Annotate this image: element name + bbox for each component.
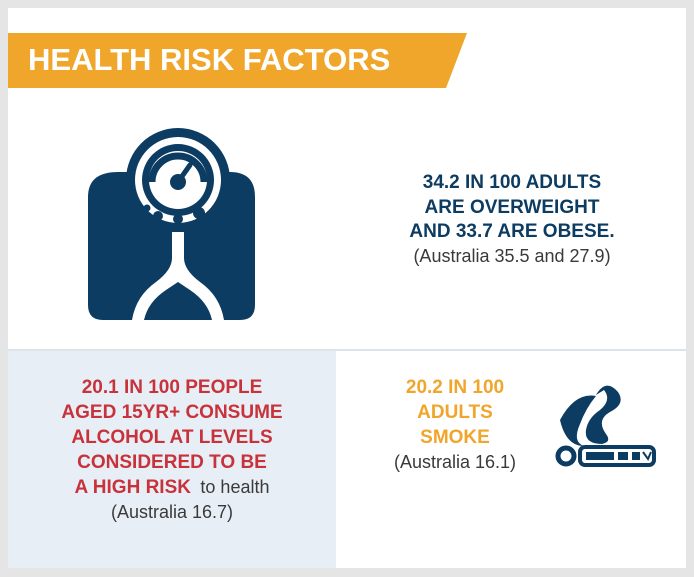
highlight-line: CONSIDERED TO BE [77, 452, 267, 473]
note: (Australia 16.7) [111, 502, 233, 522]
highlight-line: AND 33.7 ARE OBESE. [409, 221, 614, 242]
highlight-line: SMOKE [420, 427, 490, 448]
highlight-line: ARE OVERWEIGHT [425, 197, 600, 218]
highlight-line: ADULTS [417, 402, 493, 423]
note: (Australia 35.5 and 27.9) [413, 246, 610, 266]
scale-icon [88, 128, 255, 320]
highlight-line: ALCOHOL AT LEVELS [71, 427, 272, 448]
note: (Australia 16.1) [394, 452, 516, 472]
highlight-tail: to health [200, 477, 269, 497]
highlight-line: 34.2 IN 100 ADULTS [423, 172, 601, 193]
cigarette-icon [555, 385, 656, 467]
title-banner [8, 33, 467, 88]
highlight-line: AGED 15YR+ CONSUME [61, 402, 282, 423]
highlight-part: A HIGH RISK [75, 477, 192, 498]
title: HEALTH RISK FACTORS [28, 42, 390, 77]
highlight-line: 20.2 IN 100 [406, 377, 504, 398]
highlight-line: 20.1 IN 100 PEOPLE [82, 377, 263, 398]
alcohol-panel [8, 351, 336, 568]
highlight-line: A HIGH RISK to health [75, 477, 270, 498]
